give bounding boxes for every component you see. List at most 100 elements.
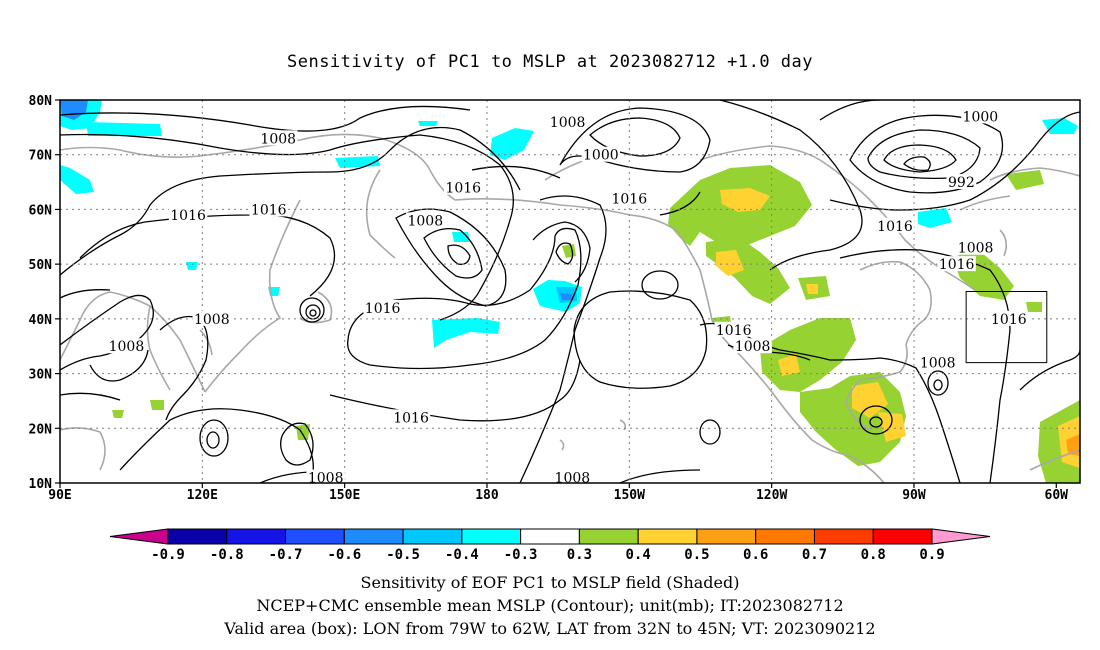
colorbar-swatch [402, 528, 463, 545]
contour-label-bg [363, 299, 402, 315]
colorbar-swatch [520, 528, 580, 545]
colorbar-swatch [696, 528, 757, 545]
contour-label-bg [168, 206, 208, 222]
contour-label-bg [875, 217, 915, 233]
contour-label-bg [306, 469, 345, 483]
contour-label: 1016 [939, 257, 975, 273]
colorbar-tick-label: 0.8 [861, 547, 886, 563]
colorbar-tick-label: 0.7 [802, 547, 827, 563]
contour-label-bg [259, 130, 298, 146]
contour-label-bg [581, 146, 621, 162]
figure-title: Sensitivity of PC1 to MSLP at 2023082712… [287, 52, 813, 72]
contour-label: 1008 [260, 131, 296, 147]
caption-line-2: NCEP+CMC ensemble mean MSLP (Contour); u… [256, 596, 843, 615]
lon-tick-label: 120W [756, 488, 787, 503]
contour-label: 1008 [735, 339, 771, 355]
colorbar-tick-label: 0.3 [567, 547, 592, 563]
contour-label: 1008 [555, 471, 591, 487]
contour-label: 1016 [611, 191, 647, 207]
lat-tick-label: 20N [29, 422, 53, 437]
contour-label: 1008 [550, 115, 586, 131]
valid-area-box [965, 291, 1048, 364]
colorbar-high-arrow [931, 528, 991, 545]
contour-label-bg [610, 190, 649, 206]
colorbar-swatch [637, 528, 698, 545]
colorbar-swatch [755, 528, 815, 545]
contour-label-bg [391, 409, 431, 425]
colorbar-tick-label: 0.9 [919, 547, 944, 563]
contour-label-bg [107, 338, 146, 354]
colorbar-swatch [461, 528, 522, 545]
lon-tick-label: 150W [614, 488, 645, 503]
lat-tick-label: 60N [29, 203, 53, 218]
contour-label: 1008 [194, 312, 230, 328]
contour-label: 1016 [716, 323, 752, 339]
contour-label: 1008 [308, 471, 344, 487]
contour-label-bg [937, 256, 976, 272]
colorbar: -0.9 -0.8 -0.7 -0.6 -0.5 -0.4 -0.3 0.3 0.4 0.5 0.6… [109, 528, 991, 563]
contour-label: 1016 [991, 312, 1027, 328]
contour-label: 1000 [963, 109, 999, 125]
contour-label: 992 [948, 175, 975, 191]
colorbar-swatch [578, 528, 639, 545]
mslp-contours [60, 100, 1080, 483]
contour-label-bg [918, 354, 957, 370]
lat-tick-label: 30N [29, 368, 53, 383]
lon-tick-label: 120E [187, 488, 218, 503]
colorbar-swatch [343, 528, 404, 545]
caption-line-1: Sensitivity of EOF PC1 to MSLP field (Sh… [360, 573, 739, 592]
lon-tick-label: 90E [48, 488, 71, 503]
map-panel: 1008 1008 1008 1008 1008 1008 1008 1008 1008 1008… [29, 94, 1081, 503]
contour-label: 1016 [877, 219, 913, 235]
colorbar-swatch [167, 528, 228, 545]
contour-label: 1008 [109, 339, 145, 355]
contour-label-bg [733, 338, 772, 354]
lat-tick-label: 50N [29, 258, 53, 273]
contour-label: 1016 [445, 181, 481, 197]
coastlines [60, 133, 1080, 483]
contour-label-bg [946, 174, 977, 190]
lon-tick-label: 60W [1045, 488, 1069, 503]
colorbar-tick-label: -0.8 [210, 547, 244, 563]
colorbar-tick-label: -0.9 [151, 547, 185, 563]
contour-label: 1016 [365, 301, 401, 317]
lat-tick-label: 70N [29, 149, 53, 164]
colorbar-tick-label: -0.3 [504, 547, 538, 563]
contour-label: 1016 [170, 208, 206, 224]
contour-label: 1008 [958, 241, 994, 257]
colorbar-tick-label: -0.4 [445, 547, 479, 563]
lon-tick-label: 180 [475, 488, 499, 503]
caption-line-3: Valid area (box): LON from 79W to 62W, L… [223, 619, 875, 638]
contour-label: 1000 [583, 148, 619, 164]
map-frame [59, 99, 1081, 484]
contour-label: 1008 [407, 213, 443, 229]
colorbar-low-arrow [109, 528, 169, 545]
colorbar-tick-label: 0.4 [626, 547, 651, 563]
captions: Sensitivity of EOF PC1 to MSLP field (Sh… [223, 573, 875, 638]
lat-tick-label: 10N [29, 477, 53, 492]
contour-label: 1008 [920, 356, 956, 372]
contour-label-bg [548, 113, 587, 129]
colorbar-swatch [813, 528, 874, 545]
lat-tick-label: 80N [29, 94, 53, 109]
contour-label-bg [406, 212, 445, 228]
contour-label-bg [249, 201, 288, 217]
lon-tick-label: 150E [329, 488, 360, 503]
latitude-axis: 80N 70N 60N 50N 40N 30N 20N 10N [29, 94, 60, 492]
lat-tick-label: 40N [29, 313, 53, 328]
contour-label-bg [961, 108, 1000, 124]
longitude-axis: 90E 120E 150E 180 150W 120W 90W 60W [48, 483, 1068, 503]
colorbar-tick-label: 0.5 [684, 547, 709, 563]
colorbar-tick-label: -0.6 [327, 547, 361, 563]
contour-labels: 1008 1008 1008 1008 1008 1008 1008 1008 1008 1008… [107, 108, 1029, 487]
contour-label-bg [192, 310, 232, 326]
graticule [60, 100, 1080, 483]
lon-tick-label: 90W [902, 488, 926, 503]
colorbar-tick-label: -0.7 [269, 547, 303, 563]
contour-label-bg [956, 239, 995, 255]
contour-label: 1016 [393, 410, 429, 426]
colorbar-swatch [226, 528, 287, 545]
colorbar-tick-label: -0.5 [386, 547, 420, 563]
contour-label-bg [989, 310, 1029, 326]
colorbar-swatch [872, 528, 933, 545]
